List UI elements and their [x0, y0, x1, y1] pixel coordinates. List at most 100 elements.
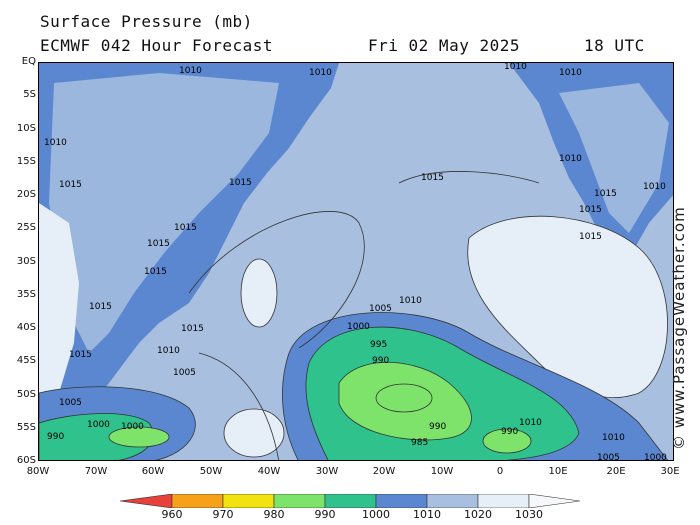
lon-label: 30E	[660, 466, 680, 477]
isobar-label: 990	[429, 422, 446, 432]
horn-low-core	[39, 413, 154, 460]
isobar-label: 1015	[147, 239, 170, 249]
isobar-label: 1010	[602, 433, 625, 443]
colorbar	[120, 494, 581, 508]
credit-text: © www.PassageWeather.com	[670, 206, 688, 450]
isobar	[398, 171, 540, 184]
colorbar-tick: 960	[161, 508, 183, 521]
forecast-time: 18 UTC	[584, 36, 645, 55]
isobar-label: 990	[47, 432, 64, 442]
lat-label: EQ	[21, 56, 36, 67]
isobar-label: 990	[372, 356, 389, 366]
isobar-label: 1015	[229, 178, 252, 188]
colorbar-tick: 1010	[413, 508, 441, 521]
lon-label: 20E	[606, 466, 626, 477]
isobar-label: 1000	[121, 422, 144, 432]
colorbar-segment-990	[273, 494, 326, 508]
isobar-label: 1015	[59, 180, 82, 190]
lat-label: 40S	[16, 322, 36, 333]
atlantic-high	[467, 215, 668, 398]
lat-label: 55S	[16, 422, 36, 433]
low-990-east	[482, 428, 532, 454]
pressure-map-svg: 1010 1010 1010 1010 1015 1015 1015 1015 …	[39, 63, 673, 461]
lat-label: 15S	[16, 156, 36, 167]
isobar-label: 1000	[347, 322, 370, 332]
lon-label: 10W	[430, 466, 454, 477]
isobar-label: 995	[370, 340, 387, 350]
lat-label: 25S	[16, 222, 36, 233]
colorbar-segment-1030	[477, 494, 530, 508]
lat-label: 5S	[23, 89, 36, 100]
isobar-label: 990	[501, 427, 518, 437]
lat-label: 10S	[16, 123, 36, 134]
colorbar-segment-980	[222, 494, 275, 508]
pressure-map: 1010 1010 1010 1010 1015 1015 1015 1015 …	[38, 62, 674, 461]
isobar-label: 1010	[179, 66, 202, 76]
colorbar-tick: 1020	[464, 508, 492, 521]
africa-inland	[559, 83, 669, 233]
isobar-label: 1010	[559, 68, 582, 78]
isobar-label: 1000	[644, 453, 667, 461]
lat-label: 50S	[16, 389, 36, 400]
isobar-label: 1005	[369, 304, 392, 314]
isobar-label: 1015	[181, 324, 204, 334]
lon-label: 50W	[199, 466, 223, 477]
isobar	[188, 211, 365, 349]
isobar-label: 1015	[144, 267, 167, 277]
isobar	[198, 352, 280, 460]
isobar-label: 1015	[421, 173, 444, 183]
isobar-label: 1000	[87, 420, 110, 430]
isobar-label: 1005	[173, 368, 196, 378]
south-america-inland	[49, 73, 279, 353]
isobar-label: 1015	[579, 232, 602, 242]
lon-label: 0	[496, 466, 504, 477]
colorbar-segment-1020	[426, 494, 479, 508]
chart-title: Surface Pressure (mb)	[40, 12, 253, 31]
forecast-date: Fri 02 May 2025	[368, 36, 520, 55]
lat-label: 45S	[16, 355, 36, 366]
isobar-label: 1010	[643, 182, 666, 192]
isobar-label: 1010	[559, 154, 582, 164]
isobar-label: 1010	[504, 63, 527, 72]
colorbar-left-arrow	[120, 494, 173, 508]
lat-label: 35S	[16, 289, 36, 300]
colorbar-tick: 1030	[515, 508, 543, 521]
island-high	[240, 258, 278, 328]
pacific-high	[39, 203, 79, 403]
colorbar-segment-1010	[375, 494, 428, 508]
lon-label: 40W	[257, 466, 281, 477]
isobar-label: 1005	[59, 398, 82, 408]
isobar-label: 1015	[579, 205, 602, 215]
lon-label: 80W	[26, 466, 50, 477]
isobar-label: 1010	[157, 346, 180, 356]
isobar-label: 1010	[399, 296, 422, 306]
lon-label: 60W	[141, 466, 165, 477]
lat-label: 30S	[16, 256, 36, 267]
colorbar-right-arrow	[528, 494, 581, 508]
colorbar-segment-1000	[324, 494, 377, 508]
south-high	[223, 408, 285, 458]
low-985	[375, 383, 433, 413]
lon-label: 30W	[315, 466, 339, 477]
isobar-label: 1015	[594, 189, 617, 199]
lon-label: 10E	[548, 466, 568, 477]
isobar-label: 1015	[69, 350, 92, 360]
isobar-label: 1005	[597, 453, 620, 461]
lon-label: 70W	[84, 466, 108, 477]
isobar-label: 1015	[89, 302, 112, 312]
isobar-label: 1015	[174, 223, 197, 233]
colorbar-segment-970	[171, 494, 224, 508]
isobar-label: 1010	[44, 138, 67, 148]
lat-label: 20S	[16, 189, 36, 200]
lat-label: 60S	[16, 455, 36, 466]
colorbar-tick: 1000	[362, 508, 390, 521]
horn-low-990	[108, 426, 170, 448]
isobar-label: 1010	[519, 418, 542, 428]
colorbar-tick: 990	[314, 508, 336, 521]
colorbar-tick: 980	[263, 508, 285, 521]
lon-label: 20W	[372, 466, 396, 477]
model-label: ECMWF 042 Hour Forecast	[40, 36, 274, 55]
colorbar-tick: 970	[212, 508, 234, 521]
isobar-label: 985	[411, 438, 428, 448]
isobar-label: 1010	[309, 68, 332, 78]
